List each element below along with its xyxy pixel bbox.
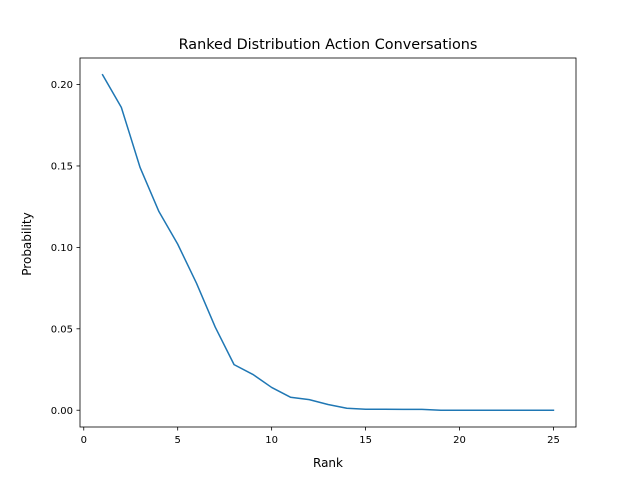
x-tick-label: 25 bbox=[547, 435, 560, 446]
axes-frame bbox=[79, 57, 577, 428]
x-tick-label: 15 bbox=[359, 435, 372, 446]
x-tick-label: 0 bbox=[81, 435, 87, 446]
x-axis-label: Rank bbox=[313, 456, 343, 470]
x-tick-label: 20 bbox=[453, 435, 466, 446]
x-tick-label: 10 bbox=[265, 435, 278, 446]
series-line-0 bbox=[101, 73, 555, 411]
plot-area: 0 5 10 15 20 25 0.00 0.05 0.10 0.15 0.20 bbox=[51, 57, 577, 446]
y-tick-label: 0.00 bbox=[51, 406, 73, 417]
chart-title: Ranked Distribution Action Conversations bbox=[179, 37, 478, 53]
y-axis-label: Probability bbox=[20, 212, 34, 275]
y-tick-label: 0.20 bbox=[51, 80, 73, 91]
y-tick-label: 0.10 bbox=[51, 243, 73, 254]
y-tick-label: 0.05 bbox=[51, 324, 73, 335]
x-tick-label: 5 bbox=[175, 435, 181, 446]
y-tick-label: 0.15 bbox=[51, 162, 73, 173]
